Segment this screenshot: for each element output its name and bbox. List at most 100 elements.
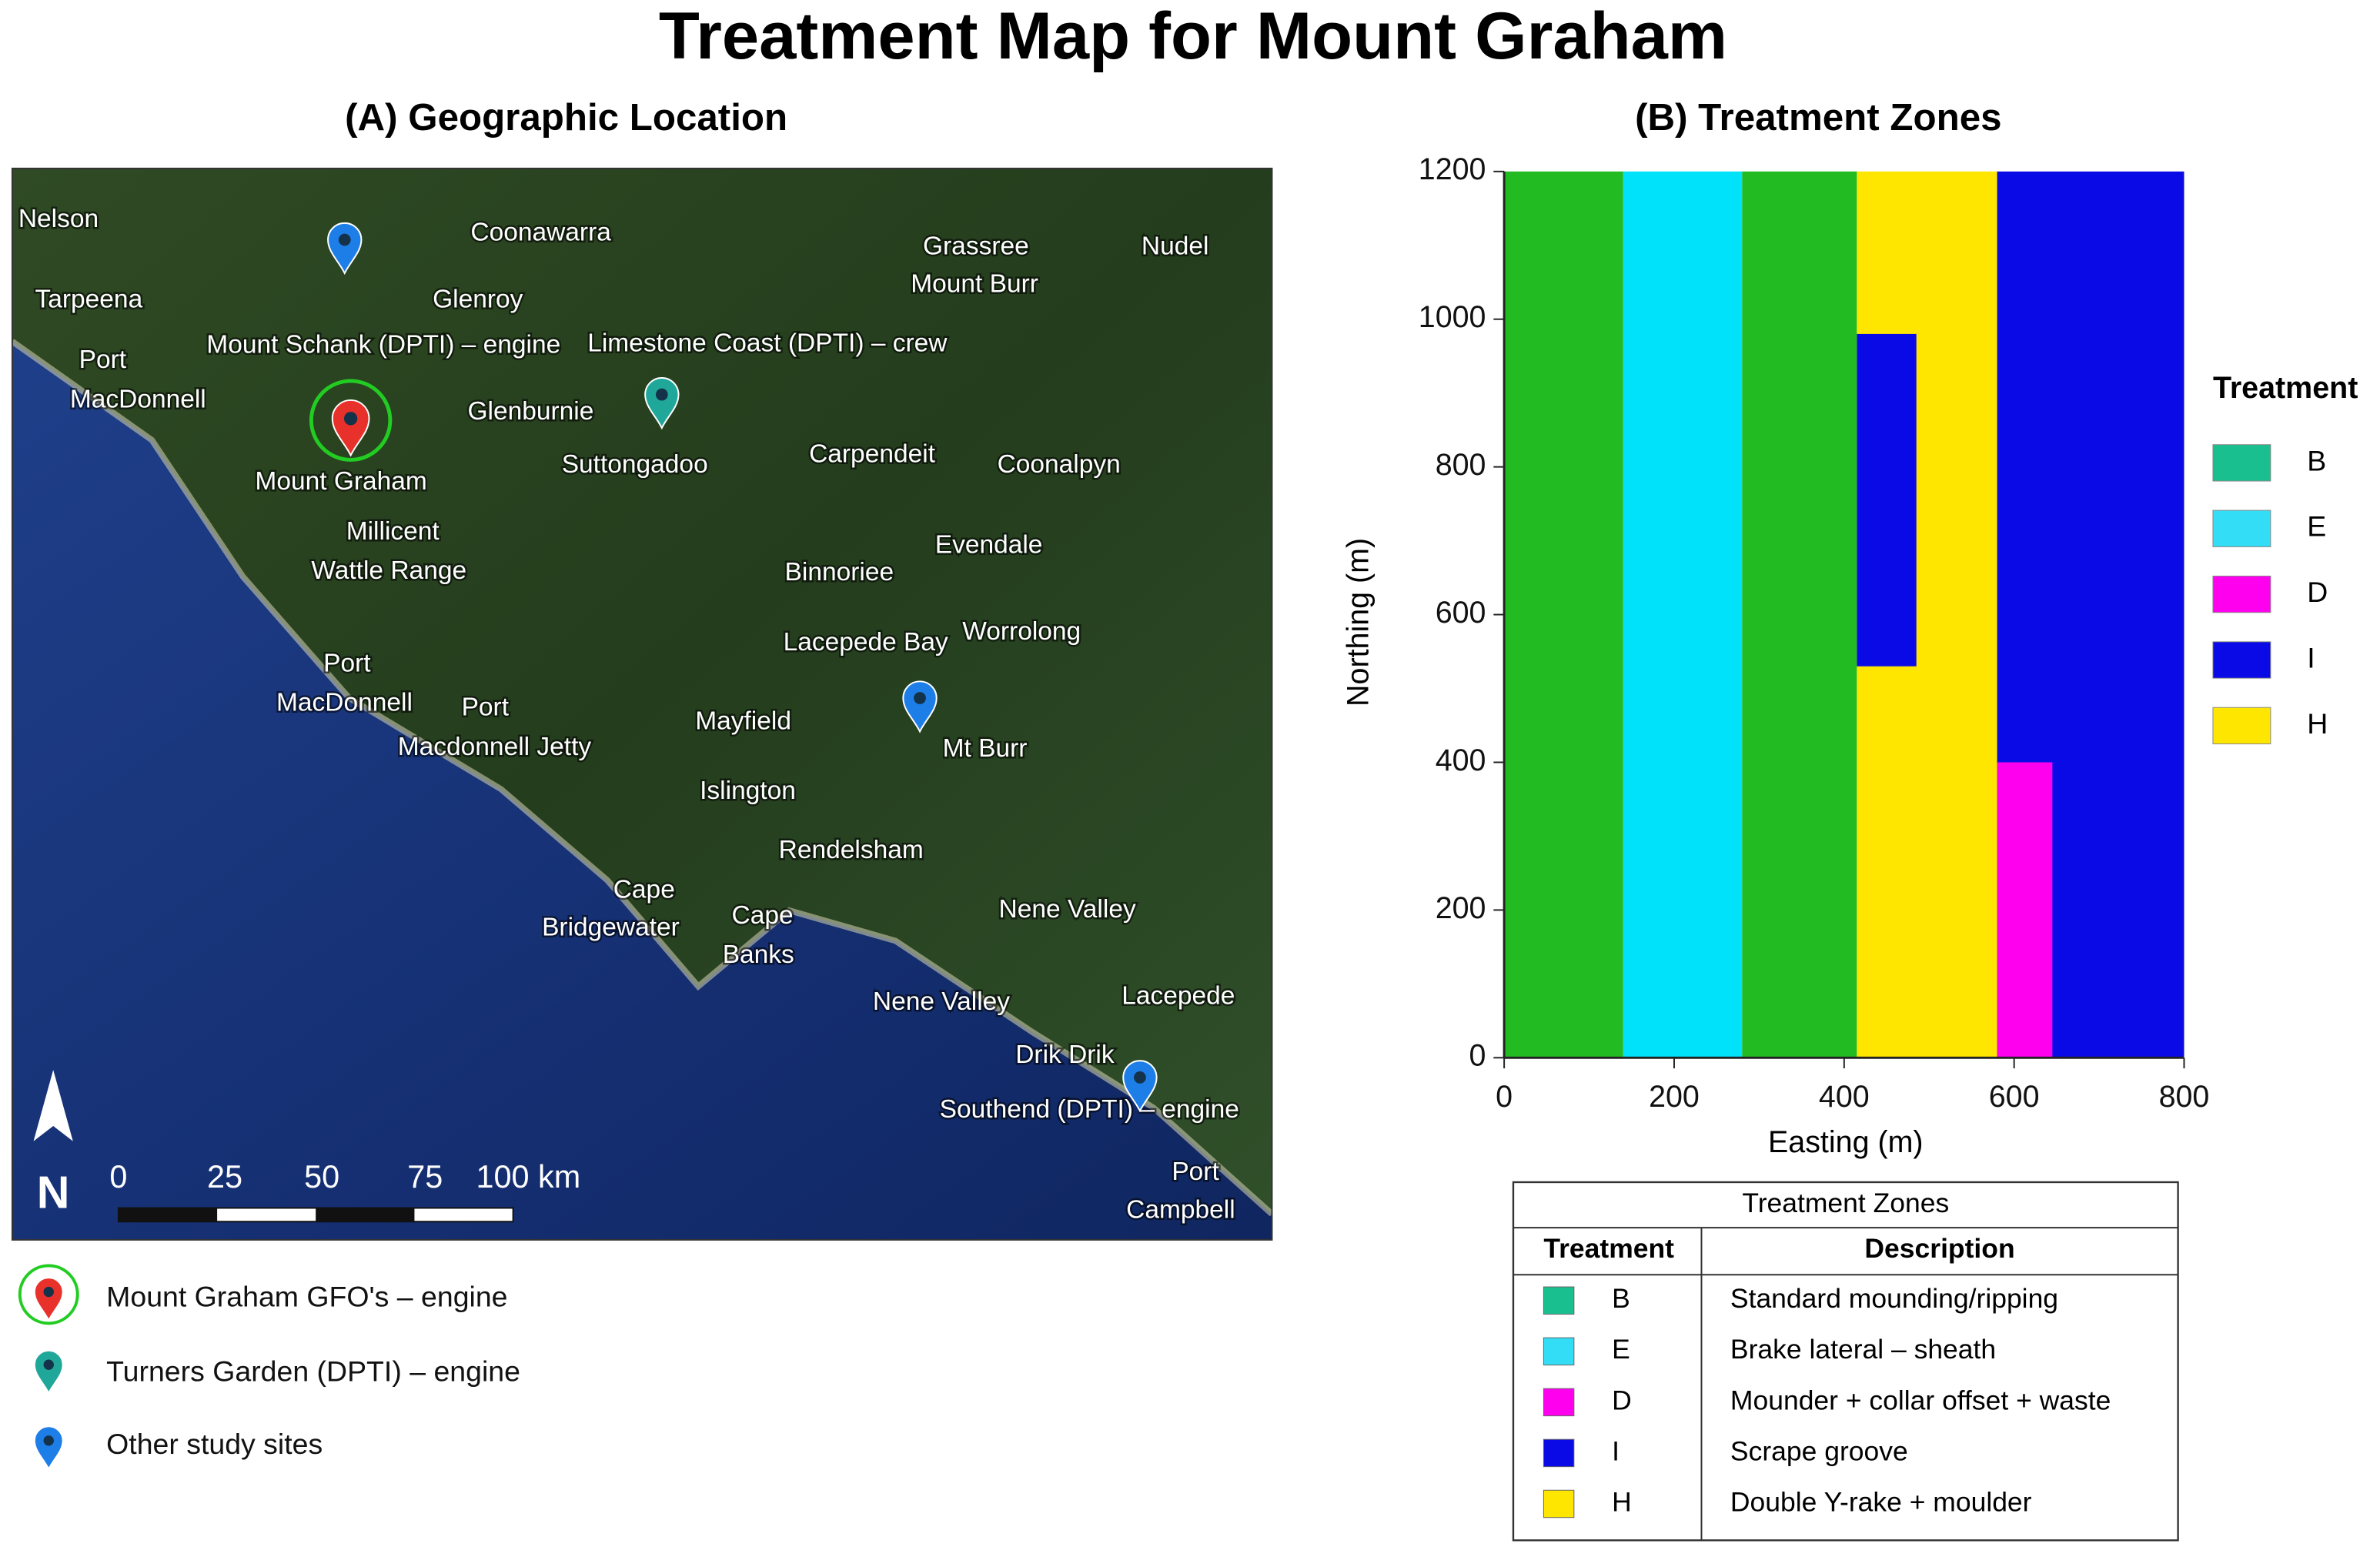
legend-swatch (2212, 641, 2271, 679)
zone (1623, 171, 1743, 1058)
map-markers (309, 222, 1158, 1113)
place-label: Lacepede (1121, 981, 1235, 1010)
y-axis-label: Northing (m) (1341, 538, 1375, 707)
legend-label: B (2307, 444, 2326, 476)
y-tick-label: 1200 (1419, 152, 1486, 186)
legend-label: D (2307, 576, 2328, 608)
table-swatch (1543, 1438, 1575, 1468)
y-tick-label: 800 (1436, 448, 1486, 482)
place-label: Port (323, 649, 371, 677)
north-arrow-shape (33, 1070, 73, 1141)
scale-label: 100 km (476, 1159, 580, 1194)
study-site-pin-dot (338, 233, 351, 246)
x-tick-label: 400 (1819, 1080, 1870, 1114)
study-site-pin-dot (655, 388, 668, 401)
zone (1504, 171, 1623, 1058)
y-tick-label: 1000 (1419, 300, 1486, 334)
zone (1997, 762, 2053, 1058)
table-cell: Mounder + collar offset + waste (1730, 1385, 2111, 1415)
place-label: Port (1172, 1158, 1219, 1186)
table-cell: Brake lateral – sheath (1730, 1334, 1996, 1365)
legend-label: Other study sites (106, 1428, 323, 1460)
place-label: Grassree (923, 232, 1029, 260)
ocean (12, 341, 1272, 1240)
legend-label: I (2307, 641, 2315, 673)
treatment-table: Treatment Zones Treatment Description B Stan… (1512, 1181, 2179, 1542)
y-tick-label: 0 (1469, 1039, 1486, 1073)
table-swatch (1543, 1388, 1575, 1417)
scale-label: 0 (109, 1159, 127, 1194)
scale-segment (316, 1208, 415, 1222)
legend-ring (18, 1264, 79, 1325)
figure-title: Treatment Map for Mount Graham (659, 0, 1727, 73)
place-label: Macdonnell Jetty (398, 733, 592, 761)
x-tick-label: 600 (1989, 1080, 2040, 1114)
place-label: Binnoriee (785, 558, 894, 586)
place-label: Southend (DPTI) – engine (940, 1095, 1239, 1124)
place-label: Limestone Coast (DPTI) – crew (587, 329, 948, 357)
table-frame (1512, 1181, 2179, 1542)
y-tick-label: 400 (1436, 743, 1486, 777)
x-axis-label: Easting (m) (1768, 1125, 1924, 1159)
legend-label: Turners Garden (DPTI) – engine (106, 1355, 520, 1387)
place-label: Mount Schank (DPTI) – engine (206, 330, 560, 359)
place-label: Wattle Range (311, 556, 466, 585)
place-label: Coonalpyn (998, 450, 1121, 479)
study-site-pin-dot (1134, 1071, 1146, 1084)
place-label: Cape (732, 901, 794, 930)
place-label: Glenroy (433, 285, 523, 313)
table-cell: D (1612, 1385, 1632, 1415)
table-cell: E (1612, 1334, 1630, 1365)
y-tick-label: 600 (1436, 596, 1486, 630)
table-swatch (1543, 1489, 1575, 1519)
y-tick-label: 200 (1436, 891, 1486, 925)
place-label: Mt Burr (943, 734, 1028, 763)
legend-label: Mount Graham GFO's – engine (106, 1281, 507, 1313)
table-header: Description (1864, 1233, 2014, 1264)
legend-pin (33, 1349, 64, 1395)
place-label: Campbell (1126, 1195, 1235, 1224)
scale-bar (117, 1207, 514, 1223)
zone-chart: (B) Treatment Zones 0 200 400 600 800 0 200 400 6… (1341, 96, 2358, 1159)
panel-title: (A) Geographic Location (345, 96, 787, 139)
place-label: Nelson (18, 205, 99, 233)
place-label: Carpendeit (809, 439, 936, 468)
place-label: Nene Valley (873, 987, 1010, 1016)
place-label: Glenburnie (467, 397, 593, 426)
place-label: Mount Burr (911, 270, 1038, 299)
place-label: Port (462, 693, 510, 722)
scale-labels: 0 25 50 75 100 km (109, 1159, 580, 1194)
zone (1742, 171, 1857, 1058)
x-tick-label: 800 (2159, 1080, 2210, 1114)
place-label: Cape (613, 875, 675, 904)
study-site-pin (644, 376, 680, 430)
legend-swatch (2212, 707, 2271, 745)
table-swatch (1543, 1286, 1575, 1315)
scale-segment (414, 1208, 513, 1222)
highlight-ring (309, 379, 393, 462)
map-frame (11, 167, 1273, 1241)
place-label: Lacepede Bay (784, 628, 948, 657)
zone (1857, 333, 1917, 667)
scale-segment (217, 1208, 316, 1222)
legend-pin-dot (43, 1435, 54, 1446)
place-label: Evendale (935, 531, 1043, 560)
study-site-pin (331, 399, 370, 457)
table-cell: Double Y-rake + moulder (1730, 1486, 2032, 1517)
study-site-pin (902, 680, 938, 733)
place-label: Worrolong (962, 617, 1081, 646)
map-labels: Nelson Coonawarra Grassree Nudel Tarpeena Gle… (16, 202, 1241, 1225)
study-site-pin (327, 222, 363, 276)
map (12, 168, 1272, 1240)
scale-frame (117, 1207, 514, 1223)
chart-title: (B) Treatment Zones (1635, 96, 2001, 139)
x-tick-label: 200 (1649, 1080, 1700, 1114)
legend-swatch (2212, 444, 2271, 482)
coastline (12, 339, 1272, 1217)
place-label: Mount Graham (255, 467, 426, 496)
legend-swatch (2212, 510, 2271, 547)
north-label: N (37, 1166, 70, 1218)
legend-pin-dot (43, 1359, 54, 1370)
place-label: Islington (700, 777, 796, 805)
